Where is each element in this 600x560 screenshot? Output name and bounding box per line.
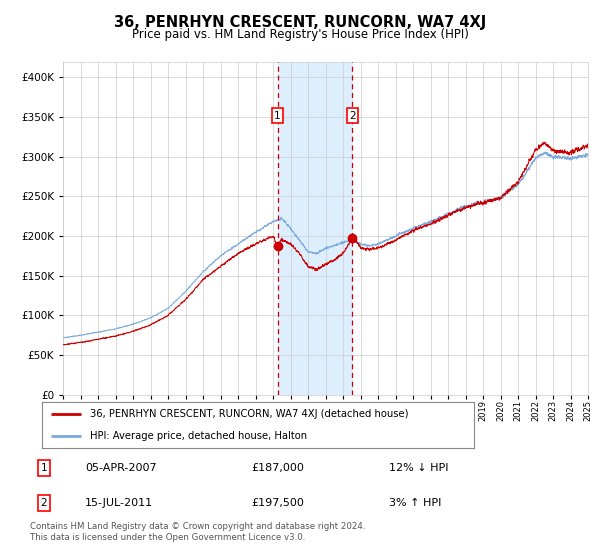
Text: 05-APR-2007: 05-APR-2007 <box>85 463 157 473</box>
Text: 1: 1 <box>274 110 281 120</box>
Bar <box>278 62 352 395</box>
Text: HPI: Average price, detached house, Halton: HPI: Average price, detached house, Halt… <box>89 431 307 441</box>
Text: £197,500: £197,500 <box>251 498 304 508</box>
Text: 36, PENRHYN CRESCENT, RUNCORN, WA7 4XJ: 36, PENRHYN CRESCENT, RUNCORN, WA7 4XJ <box>114 15 486 30</box>
Text: 1: 1 <box>40 463 47 473</box>
Text: Contains HM Land Registry data © Crown copyright and database right 2024.
This d: Contains HM Land Registry data © Crown c… <box>30 522 365 542</box>
Text: Price paid vs. HM Land Registry's House Price Index (HPI): Price paid vs. HM Land Registry's House … <box>131 28 469 41</box>
Text: 2: 2 <box>349 110 356 120</box>
Text: 12% ↓ HPI: 12% ↓ HPI <box>389 463 448 473</box>
Text: £187,000: £187,000 <box>251 463 304 473</box>
Text: 36, PENRHYN CRESCENT, RUNCORN, WA7 4XJ (detached house): 36, PENRHYN CRESCENT, RUNCORN, WA7 4XJ (… <box>89 409 408 419</box>
Text: 2: 2 <box>40 498 47 508</box>
Text: 15-JUL-2011: 15-JUL-2011 <box>85 498 154 508</box>
Text: 3% ↑ HPI: 3% ↑ HPI <box>389 498 441 508</box>
